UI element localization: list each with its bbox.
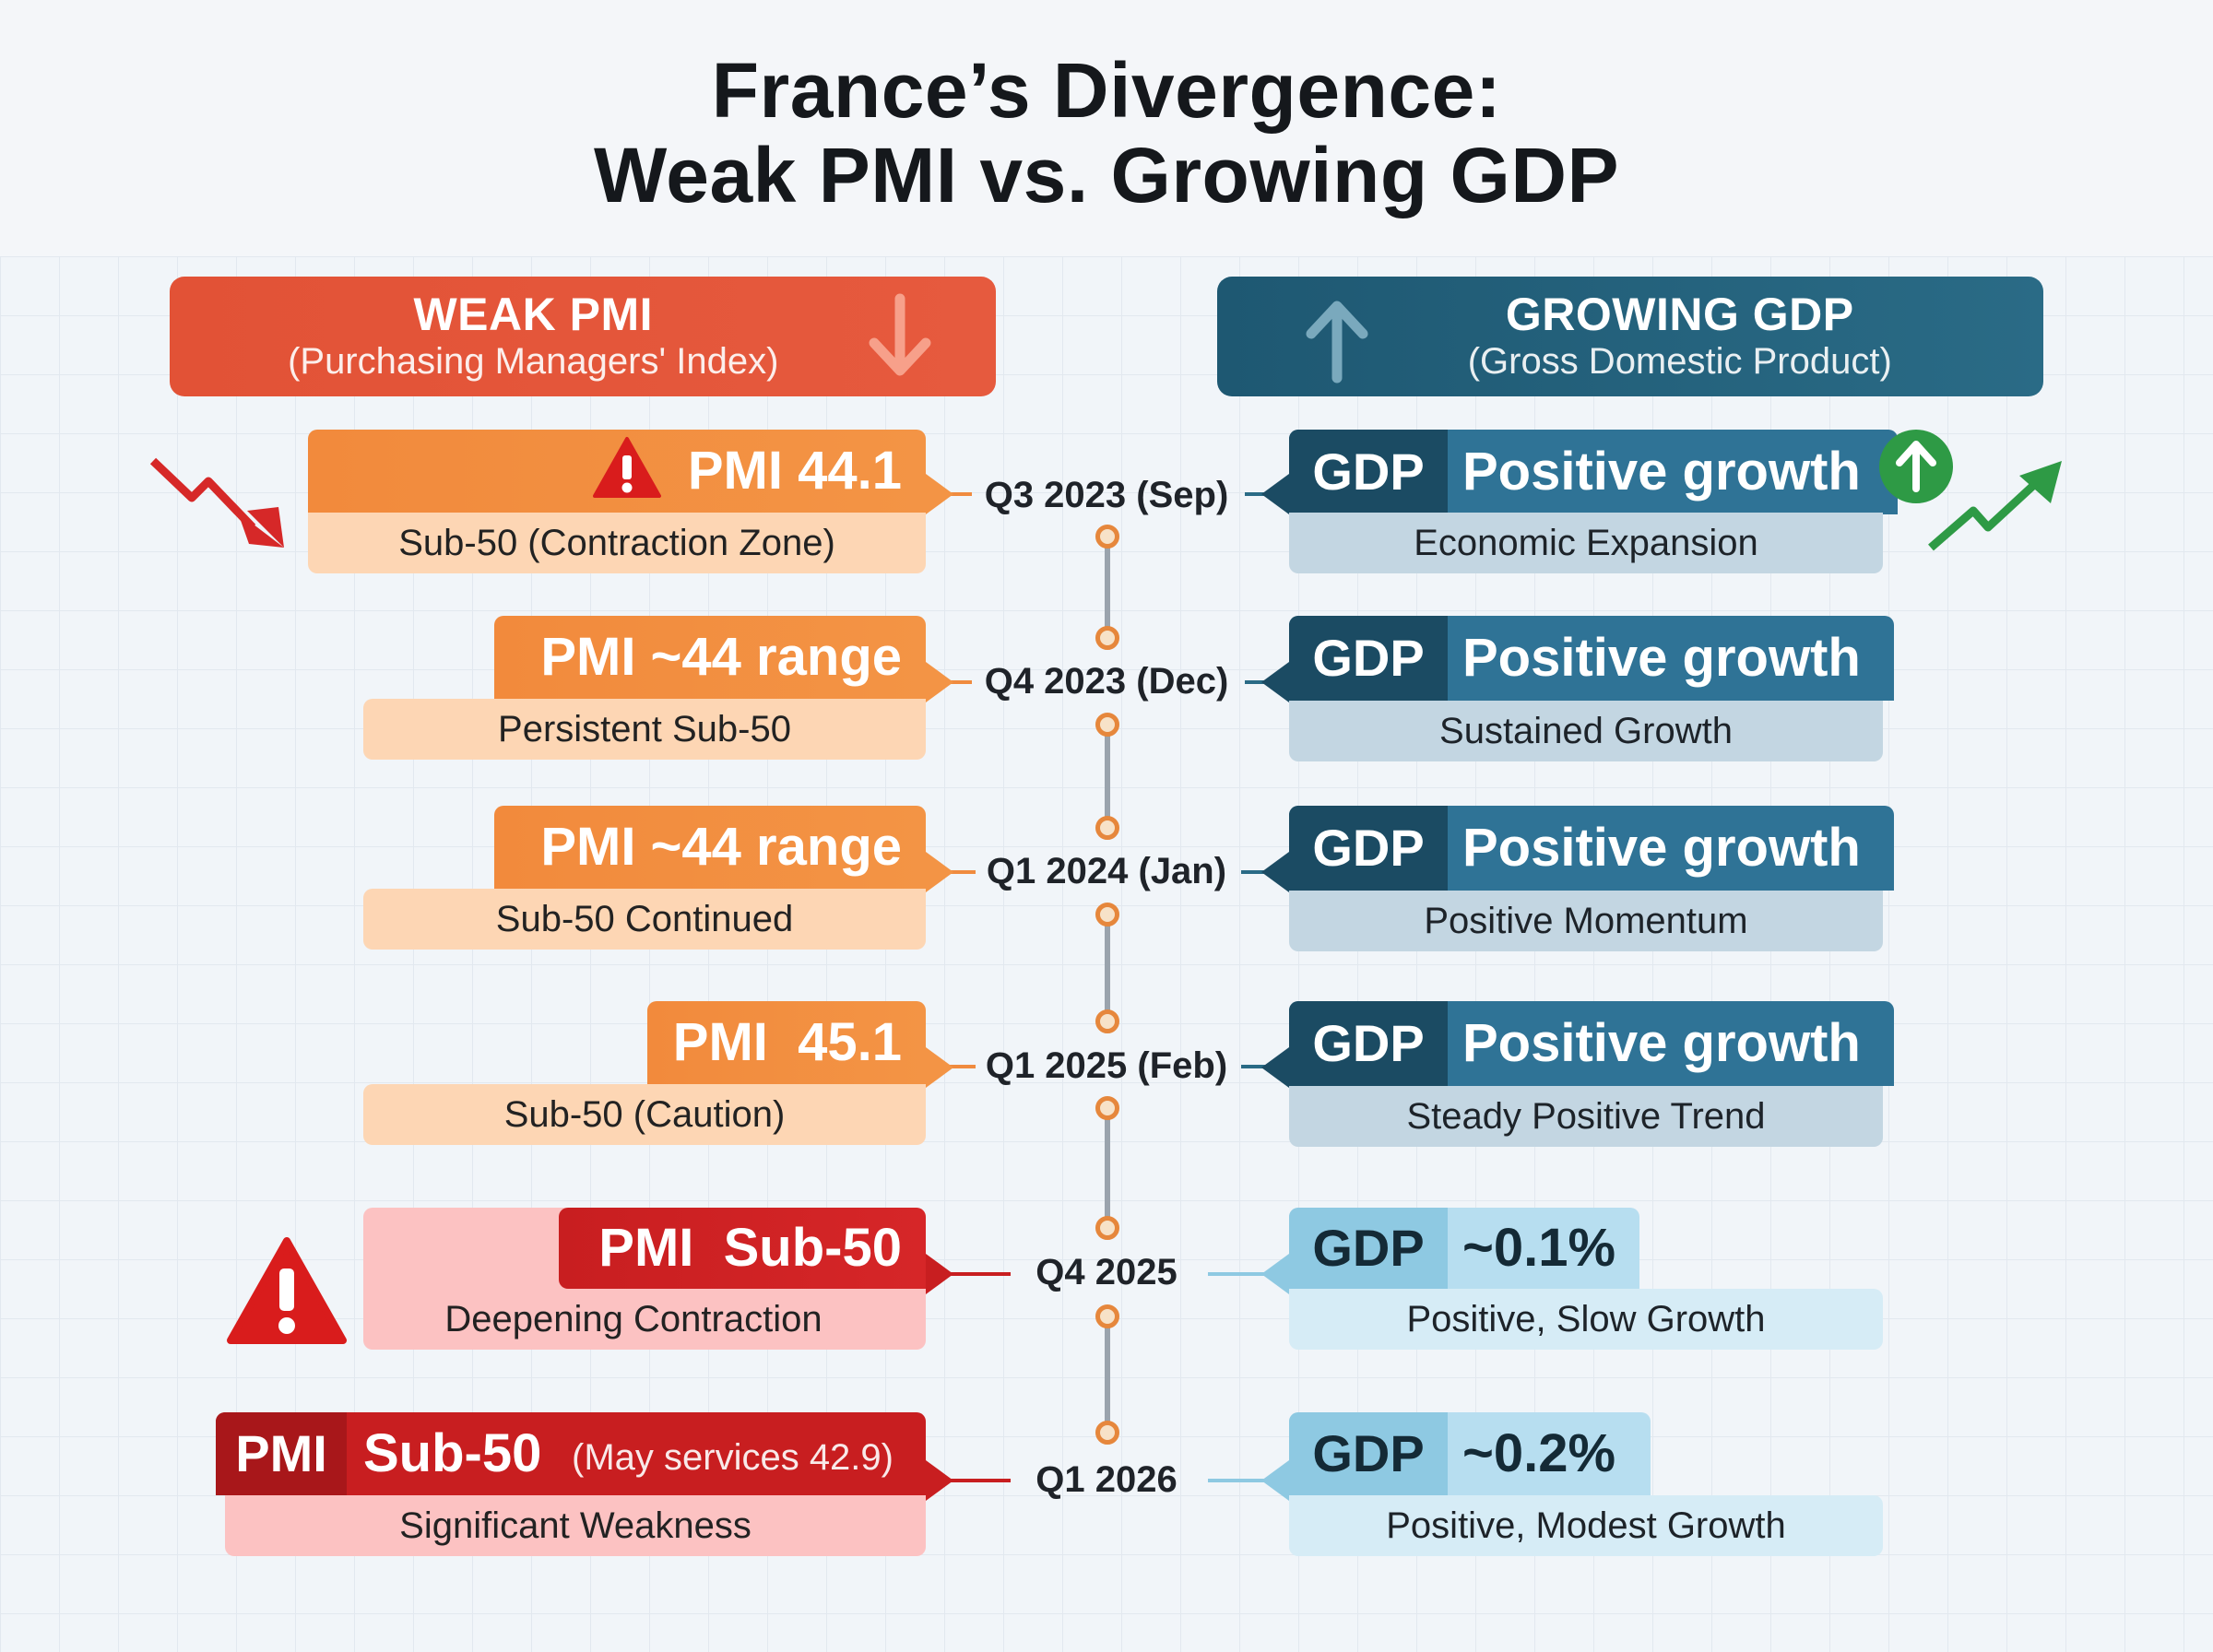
period-label: Q1 2025 (Feb): [985, 1045, 1228, 1086]
title-band: [0, 0, 2213, 256]
gdp-growth: Positive growth: [1462, 442, 1861, 502]
timeline-node: [1095, 903, 1119, 926]
pmi-sub50: Sub-50: [363, 1423, 542, 1483]
growing-gdp-header-subtitle: (Gross Domestic Product): [1467, 341, 1892, 382]
trend-down-icon: [149, 457, 284, 548]
pmi-arrow: [926, 852, 953, 892]
gdp-value-q4-2025: GDP ~0.1%: [1289, 1208, 1639, 1289]
timeline-segment-5: [1105, 1316, 1110, 1433]
timeline-node: [1095, 1421, 1119, 1445]
pmi-arrow: [926, 474, 953, 514]
connector: [1208, 1272, 1291, 1276]
weak-pmi-header-subtitle: (Purchasing Managers' Index): [288, 341, 779, 382]
growing-gdp-header-title: GROWING GDP: [1505, 289, 1854, 340]
pmi-key: PMI: [216, 1412, 347, 1495]
pmi-arrow: [926, 1047, 953, 1088]
page-title-line2: Weak PMI vs. Growing GDP: [593, 132, 1620, 218]
timeline-segment-4: [1105, 1108, 1110, 1228]
connector: [928, 1479, 1011, 1482]
pmi-value-q4-2023: PMI ~44 range: [494, 616, 926, 699]
gdp-note-q4-2025: Positive, Slow Growth: [1289, 1289, 1883, 1350]
gdp-key: GDP: [1289, 430, 1448, 514]
gdp-note-q1-2024: Positive Momentum: [1289, 891, 1883, 951]
down-arrow-icon: [869, 293, 931, 376]
pmi-note-q1-2025: Sub-50 (Caution): [363, 1084, 926, 1145]
timeline-node: [1095, 1009, 1119, 1033]
gdp-key: GDP: [1289, 1001, 1448, 1086]
gdp-growth: Positive growth: [1462, 818, 1861, 878]
pmi-arrow: [926, 1254, 953, 1294]
gdp-note-q3-2023: Economic Expansion: [1289, 513, 1883, 573]
gdp-value-q1-2024: GDP Positive growth: [1289, 806, 1894, 891]
pmi-value-q1-2024: PMI ~44 range: [494, 806, 926, 889]
pmi-extra: (May services 42.9): [572, 1437, 893, 1478]
pmi-value-q4-2025: PMI Sub-50: [559, 1208, 926, 1289]
connector: [928, 1272, 1011, 1276]
period-label: Q4 2023 (Dec): [984, 661, 1229, 702]
gdp-note-q1-2026: Positive, Modest Growth: [1289, 1495, 1883, 1556]
timeline-node: [1095, 1216, 1119, 1240]
pmi-note-q3-2023: Sub-50 (Contraction Zone): [308, 513, 926, 573]
gdp-key: GDP: [1289, 616, 1448, 701]
gdp-growth: ~0.2%: [1462, 1423, 1616, 1483]
gdp-note-q4-2023: Sustained Growth: [1289, 701, 1883, 761]
gdp-arrow: [1261, 1460, 1289, 1501]
pmi-value-q1-2026: PMI Sub-50 (May services 42.9): [216, 1412, 926, 1495]
timeline-segment-1: [1105, 537, 1110, 638]
timeline-segment-2: [1105, 725, 1110, 828]
gdp-arrow: [1261, 474, 1289, 514]
period-label: Q1 2026: [1035, 1459, 1178, 1500]
timeline-node: [1095, 1304, 1119, 1328]
gdp-growth: ~0.1%: [1462, 1218, 1616, 1278]
warning-icon: [227, 1237, 347, 1344]
up-arrow-icon: [1306, 301, 1368, 384]
weak-pmi-header: WEAK PMI (Purchasing Managers' Index): [170, 277, 996, 396]
pmi-note-q4-2023: Persistent Sub-50: [363, 699, 926, 760]
gdp-value-q1-2026: GDP ~0.2%: [1289, 1412, 1651, 1495]
weak-pmi-header-title: WEAK PMI: [413, 289, 653, 340]
timeline-node: [1095, 626, 1119, 650]
pmi-value-q1-2025: PMI 45.1: [647, 1001, 926, 1084]
period-label: Q1 2024 (Jan): [986, 851, 1227, 891]
timeline-node: [1095, 1096, 1119, 1120]
gdp-arrow: [1261, 1254, 1289, 1294]
pmi-note-q1-2026: Significant Weakness: [399, 1505, 751, 1546]
connector: [1208, 1479, 1291, 1482]
growing-gdp-header: GROWING GDP (Gross Domestic Product): [1217, 277, 2043, 396]
gdp-growth: Positive growth: [1462, 628, 1861, 688]
pmi-arrow: [926, 662, 953, 702]
period-label: Q4 2025: [1035, 1252, 1178, 1292]
timeline-node: [1095, 713, 1119, 737]
timeline-segment-3: [1105, 914, 1110, 1021]
timeline-node: [1095, 816, 1119, 840]
pmi-note-q4-2025: Deepening Contraction: [444, 1299, 822, 1339]
gdp-value-q4-2023: GDP Positive growth: [1289, 616, 1894, 701]
warning-icon: [593, 437, 661, 498]
gdp-arrow: [1261, 662, 1289, 702]
gdp-value-q1-2025: GDP Positive growth: [1289, 1001, 1894, 1086]
pmi-note-q1-2024: Sub-50 Continued: [363, 889, 926, 950]
gdp-value-q3-2023: GDP Positive growth: [1289, 430, 1898, 514]
gdp-key: GDP: [1289, 1208, 1448, 1289]
gdp-key: GDP: [1289, 1412, 1448, 1495]
timeline-node: [1095, 525, 1119, 549]
gdp-growth: Positive growth: [1462, 1013, 1861, 1073]
page-title-line1: France’s Divergence:: [711, 47, 1502, 134]
period-label: Q3 2023 (Sep): [984, 475, 1229, 515]
gdp-key: GDP: [1289, 806, 1448, 891]
pmi-arrow: [926, 1460, 953, 1501]
gdp-note-q1-2025: Steady Positive Trend: [1289, 1086, 1883, 1147]
gdp-arrow: [1261, 852, 1289, 892]
gdp-arrow: [1261, 1047, 1289, 1088]
up-circle-icon: [1879, 430, 1953, 503]
trend-up-icon: [1928, 461, 2062, 551]
